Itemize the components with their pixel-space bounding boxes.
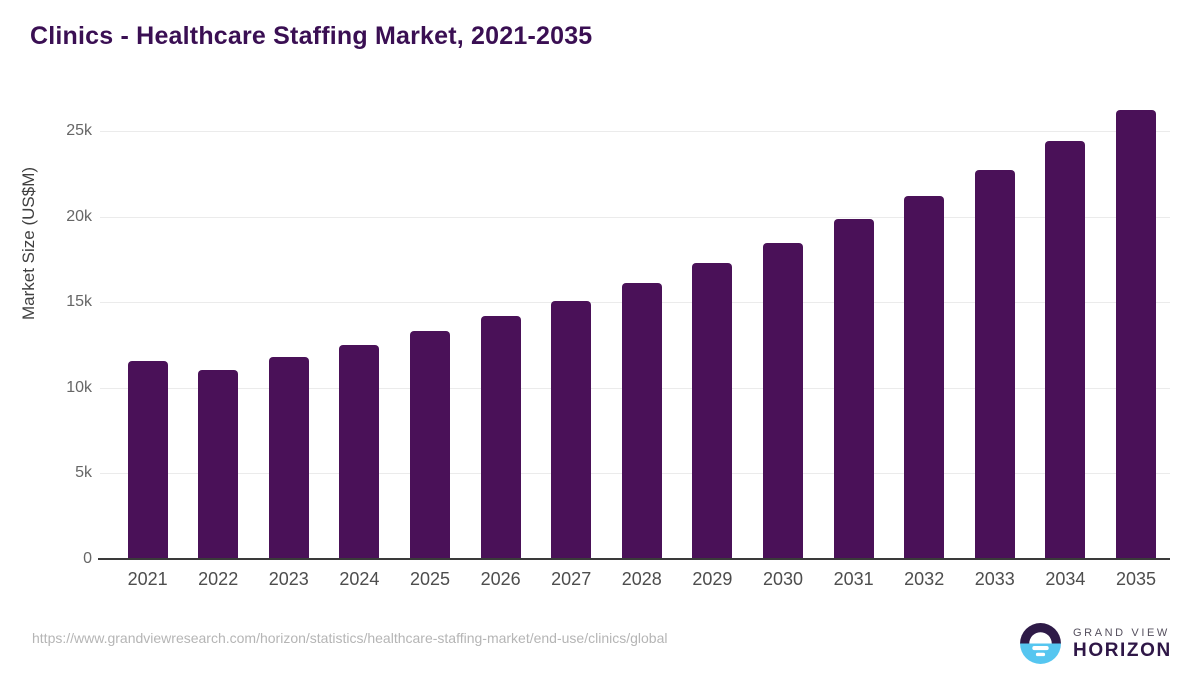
bar-2035: [1116, 109, 1156, 559]
y-tick-label: 5k: [75, 464, 92, 482]
bar-2025: [410, 331, 450, 559]
brand-name-bottom: HORIZON: [1073, 639, 1172, 661]
y-tick-label: 0: [83, 550, 92, 567]
source-url: https://www.grandviewresearch.com/horizo…: [32, 630, 668, 646]
bar-2034: [1045, 140, 1086, 559]
bar-2028: [621, 282, 662, 559]
grand-view-horizon-logo-icon: [1020, 623, 1061, 664]
x-tick-label: 2023: [268, 569, 309, 589]
y-tick-label: 15k: [66, 293, 92, 311]
x-tick-label: 2030: [762, 569, 804, 589]
gridline: [100, 131, 1170, 133]
x-tick-label: 2034: [1045, 569, 1086, 589]
brand-text: GRAND VIEW HORIZON: [1073, 627, 1172, 661]
x-tick-label: 2028: [621, 569, 662, 589]
chart-title: Clinics - Healthcare Staffing Market, 20…: [30, 22, 593, 50]
bar-2021: [127, 360, 168, 559]
brand-name-top: GRAND VIEW: [1073, 626, 1170, 639]
x-tick-label: 2033: [974, 569, 1015, 589]
bar-2023: [268, 357, 309, 559]
bar-2027: [551, 300, 592, 559]
x-tick-label: 2026: [480, 569, 521, 589]
gridline: [100, 216, 1170, 218]
bar-2024: [339, 345, 380, 559]
x-tick-label: 2025: [409, 569, 451, 589]
bar-2031: [833, 219, 874, 559]
x-tick-label: 2035: [1115, 569, 1157, 589]
brand-logo: GRAND VIEW HORIZON: [1018, 621, 1172, 666]
bar-2026: [480, 316, 521, 559]
bar-2030: [763, 243, 803, 559]
y-tick-label: 25k: [66, 122, 92, 140]
x-tick-label: 2021: [127, 569, 168, 589]
x-tick-label: 2032: [904, 569, 945, 589]
bar-2032: [904, 196, 945, 559]
bar-2033: [974, 169, 1015, 559]
bar-2029: [692, 263, 733, 559]
x-tick-label: 2029: [692, 569, 733, 589]
bar-2022: [198, 369, 239, 559]
x-tick-label: 2027: [551, 569, 592, 589]
x-tick-label: 2031: [833, 569, 874, 589]
y-tick-label: 20k: [66, 207, 92, 225]
x-tick-label: 2022: [198, 569, 239, 589]
x-tick-label: 2024: [339, 569, 380, 589]
x-axis-line: [98, 558, 1170, 560]
y-tick-label: 10k: [66, 378, 92, 396]
